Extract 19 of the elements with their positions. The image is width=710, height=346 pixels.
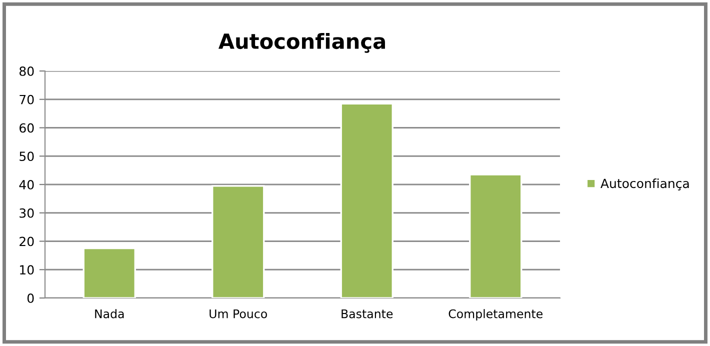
x-tick-label: Nada <box>95 309 124 318</box>
x-tick-label: Completamente <box>448 309 542 321</box>
y-tick-label: 0 <box>27 293 34 303</box>
y-tick-label: 80 <box>20 66 34 76</box>
chart-title: Autoconfiança <box>218 32 385 53</box>
x-tick-label: Bastante <box>342 309 393 318</box>
bar <box>82 248 136 298</box>
x-tick-label: Um Pouco <box>210 309 267 318</box>
bar <box>469 174 522 298</box>
bar <box>212 185 265 298</box>
y-tick-label: 30 <box>20 208 34 218</box>
y-tick-label: 20 <box>20 236 34 246</box>
y-tick-label: 10 <box>20 265 34 275</box>
y-tick-label: 60 <box>20 123 34 133</box>
y-tick-label: 70 <box>20 94 34 104</box>
bar <box>340 102 394 298</box>
legend-label: Autoconfiança <box>600 178 689 190</box>
y-tick-label: 50 <box>20 152 34 162</box>
y-tick-label: 40 <box>19 180 34 190</box>
